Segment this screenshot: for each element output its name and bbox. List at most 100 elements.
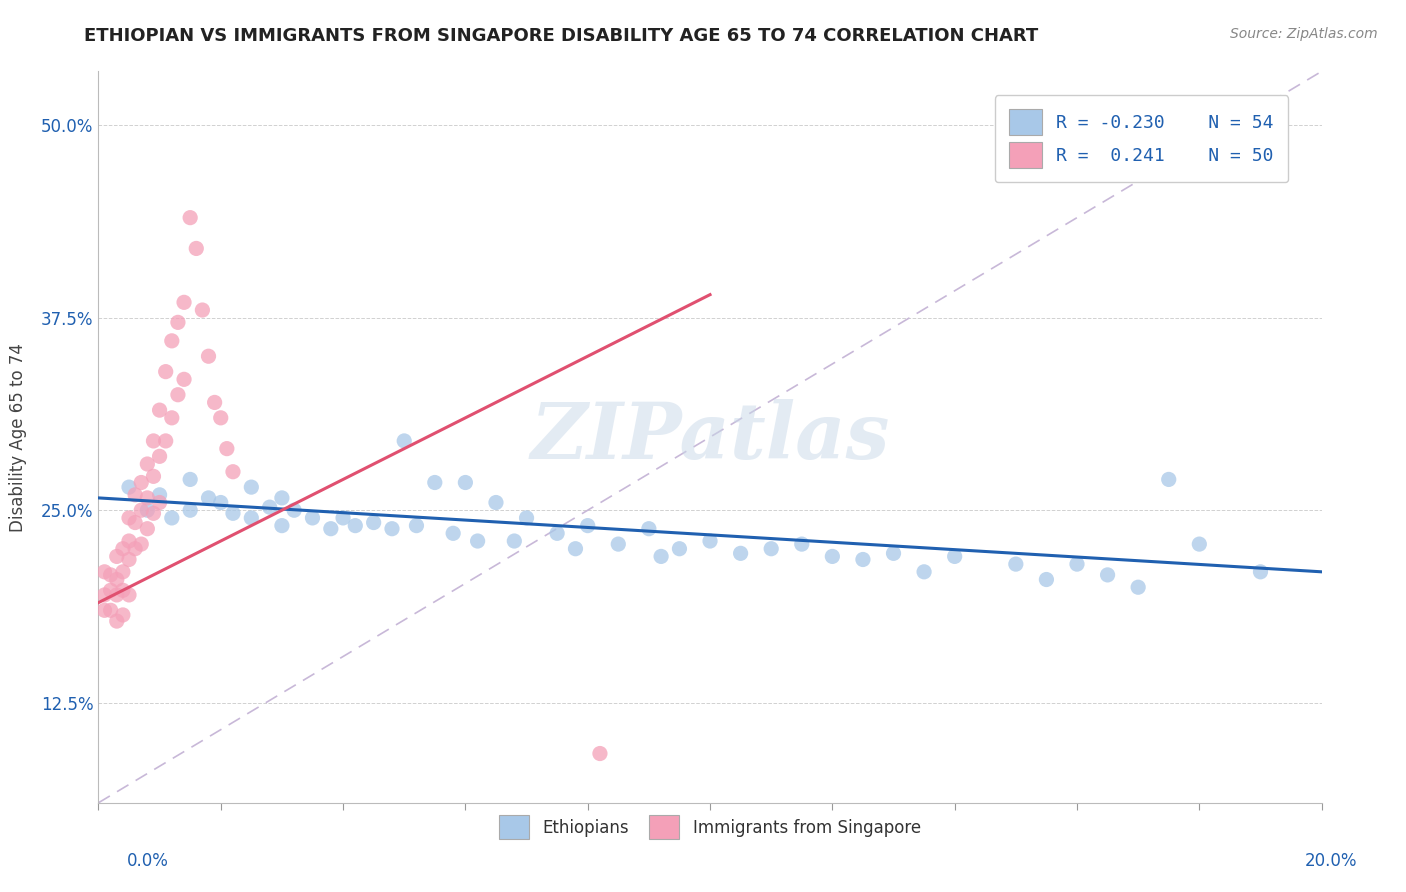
Point: [209, 495, 232, 509]
Point: [222, 506, 245, 520]
Point: [441, 526, 464, 541]
Point: [1128, 580, 1150, 594]
Point: [546, 526, 568, 541]
Point: [332, 511, 354, 525]
Point: [155, 434, 177, 448]
Point: [637, 522, 661, 536]
Point: [283, 503, 305, 517]
Text: Source: ZipAtlas.com: Source: ZipAtlas.com: [1230, 27, 1378, 41]
Point: [240, 480, 263, 494]
Point: [344, 518, 367, 533]
Point: [118, 480, 141, 494]
Point: [576, 518, 599, 533]
Text: 0.0%: 0.0%: [127, 852, 169, 870]
Point: [191, 303, 214, 318]
Point: [100, 583, 122, 598]
Point: [454, 475, 477, 490]
Point: [136, 503, 159, 517]
Point: [118, 511, 141, 525]
Point: [100, 603, 122, 617]
Point: [111, 565, 134, 579]
Point: [136, 491, 159, 505]
Point: [111, 541, 134, 556]
Point: [607, 537, 630, 551]
Point: [209, 410, 232, 425]
Point: [1004, 557, 1026, 571]
Point: [142, 434, 165, 448]
Point: [564, 541, 586, 556]
Point: [136, 522, 159, 536]
Point: [149, 403, 172, 417]
Point: [381, 522, 404, 536]
Point: [149, 450, 172, 464]
Point: [240, 511, 263, 525]
Point: [155, 365, 177, 379]
Point: [197, 349, 219, 363]
Point: [883, 546, 905, 560]
Point: [790, 537, 813, 551]
Point: [105, 549, 128, 564]
Point: [93, 565, 115, 579]
Point: [93, 603, 115, 617]
Point: [149, 495, 172, 509]
Point: [100, 568, 122, 582]
Point: [129, 475, 152, 490]
Point: [259, 500, 281, 515]
Text: ZIPatlas: ZIPatlas: [530, 399, 890, 475]
Point: [852, 552, 875, 566]
Point: [1249, 565, 1271, 579]
Point: [759, 541, 782, 556]
Point: [129, 537, 152, 551]
Point: [503, 534, 526, 549]
Point: [197, 491, 219, 505]
Point: [105, 588, 128, 602]
Point: [1188, 537, 1211, 551]
Point: [124, 516, 146, 530]
Point: [319, 522, 342, 536]
Point: [821, 549, 844, 564]
Point: [142, 469, 165, 483]
Point: [650, 549, 672, 564]
Point: [392, 434, 416, 448]
Point: [423, 475, 446, 490]
Text: ETHIOPIAN VS IMMIGRANTS FROM SINGAPORE DISABILITY AGE 65 TO 74 CORRELATION CHART: ETHIOPIAN VS IMMIGRANTS FROM SINGAPORE D…: [84, 27, 1039, 45]
Point: [160, 334, 183, 348]
Point: [149, 488, 172, 502]
Point: [270, 491, 292, 505]
Point: [179, 472, 201, 486]
Point: [93, 588, 115, 602]
Point: [124, 541, 146, 556]
Point: [485, 495, 508, 509]
Point: [111, 583, 134, 598]
Point: [730, 546, 752, 560]
Point: [215, 442, 238, 456]
Point: [943, 549, 966, 564]
Point: [136, 457, 159, 471]
Point: [105, 614, 128, 628]
Point: [270, 518, 292, 533]
Point: [142, 506, 165, 520]
Point: [405, 518, 427, 533]
Point: [204, 395, 226, 409]
Point: [1097, 568, 1119, 582]
Point: [179, 503, 201, 517]
Point: [129, 503, 152, 517]
Point: [699, 534, 721, 549]
Legend: Ethiopians, Immigrants from Singapore: Ethiopians, Immigrants from Singapore: [492, 809, 928, 846]
Point: [167, 315, 190, 329]
Point: [1035, 573, 1057, 587]
Point: [589, 747, 612, 761]
Y-axis label: Disability Age 65 to 74: Disability Age 65 to 74: [8, 343, 27, 532]
Point: [118, 552, 141, 566]
Point: [173, 372, 195, 386]
Point: [668, 541, 690, 556]
Point: [160, 410, 183, 425]
Point: [111, 607, 134, 622]
Point: [124, 488, 146, 502]
Point: [160, 511, 183, 525]
Point: [173, 295, 195, 310]
Point: [1157, 472, 1180, 486]
Point: [118, 588, 141, 602]
Point: [179, 211, 201, 225]
Point: [167, 388, 190, 402]
